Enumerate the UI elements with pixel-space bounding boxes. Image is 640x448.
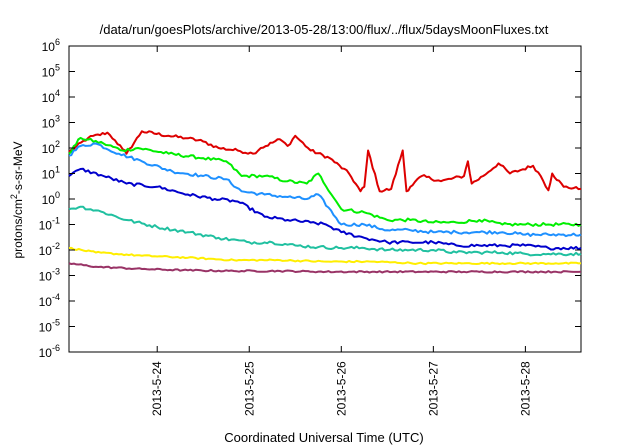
series-line	[68, 205, 582, 257]
y-tick-exponent: 1	[55, 165, 60, 175]
y-axis-label-base: protons/cm	[11, 199, 25, 258]
y-tick-exponent: -2	[52, 241, 60, 251]
x-tick-label: 2013-5-24	[150, 361, 164, 416]
plot-frame	[68, 45, 582, 353]
y-tick-exponent: -5	[52, 318, 60, 328]
y-tick-base: 10	[42, 193, 56, 207]
y-tick-base: 10	[42, 91, 56, 105]
y-tick-base: 10	[42, 40, 56, 54]
series-line	[68, 136, 582, 227]
y-tick-base: 10	[39, 270, 53, 284]
y-tick-base: 10	[42, 168, 56, 182]
y-tick-exponent: 3	[55, 114, 60, 124]
y-tick-exponent: 2	[55, 139, 60, 149]
y-tick-label: 104	[42, 88, 60, 105]
y-tick-label: 100	[42, 190, 60, 207]
x-axis-label: Coordinated Universal Time (UTC)	[224, 430, 423, 445]
y-tick-exponent: -4	[52, 292, 60, 302]
y-tick-exponent: 6	[55, 37, 60, 47]
series-line	[68, 142, 582, 238]
y-tick-base: 10	[39, 219, 53, 233]
y-tick-label: 101	[42, 165, 60, 182]
x-axis: 2013-5-24 2013-5-25 2013-5-26 2013-5-27 2013…	[150, 46, 532, 416]
series-line	[68, 167, 582, 251]
y-tick-exponent: -1	[52, 216, 60, 226]
y-tick-label: 10-3	[39, 267, 60, 284]
y-tick-label: 103	[42, 114, 60, 131]
series-line	[68, 130, 582, 193]
y-axis-label-sup: 2	[9, 194, 19, 199]
y-tick-label: 10-1	[39, 216, 60, 233]
y-tick-label: 102	[42, 139, 60, 156]
y-tick-label: 105	[42, 63, 60, 80]
y-tick-exponent: -6	[52, 343, 60, 353]
y-tick-label: 106	[42, 37, 60, 54]
y-tick-label: 10-4	[39, 292, 60, 309]
y-tick-exponent: 4	[55, 88, 60, 98]
y-tick-label: 10-5	[39, 318, 60, 335]
y-tick-base: 10	[42, 66, 56, 80]
y-axis-label: protons/cm2-s-sr-MeV	[9, 141, 25, 258]
y-tick-base: 10	[39, 346, 53, 360]
chart-title: /data/run/goesPlots/archive/2013-05-28/1…	[100, 22, 549, 37]
series-line	[68, 246, 582, 266]
y-tick-base: 10	[39, 321, 53, 335]
series-layer	[68, 130, 582, 274]
series-line	[68, 262, 582, 274]
x-tick-label: 2013-5-26	[334, 361, 348, 416]
x-tick-label: 2013-5-28	[518, 361, 532, 416]
y-tick-base: 10	[42, 117, 56, 131]
y-tick-label: 10-6	[39, 343, 60, 360]
y-tick-exponent: -3	[52, 267, 60, 277]
y-tick-exponent: 0	[55, 190, 60, 200]
y-tick-label: 10-2	[39, 241, 60, 258]
y-axis: 10-610-510-410-310-210-11001011021031041…	[39, 37, 581, 360]
x-tick-label: 2013-5-27	[426, 361, 440, 416]
y-tick-base: 10	[39, 244, 53, 258]
y-tick-base: 10	[42, 142, 56, 156]
x-tick-label: 2013-5-25	[242, 361, 256, 416]
y-tick-base: 10	[39, 295, 53, 309]
y-tick-exponent: 5	[55, 63, 60, 73]
y-axis-label-rest: -s-sr-MeV	[11, 141, 25, 194]
